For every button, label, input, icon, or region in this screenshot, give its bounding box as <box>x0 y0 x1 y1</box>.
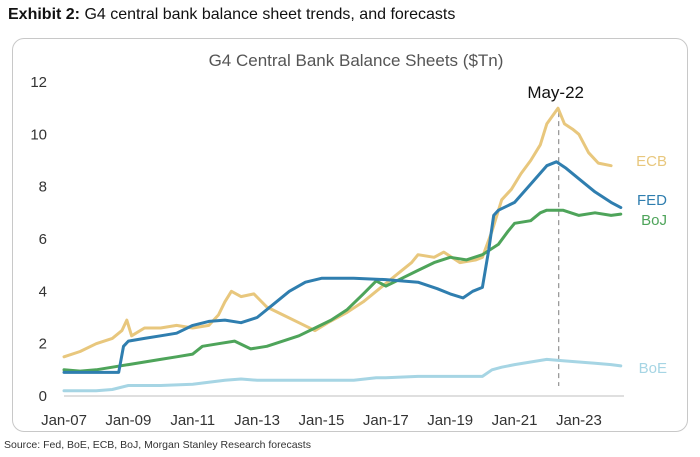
x-tick-label: Jan-13 <box>234 412 280 429</box>
legend-label-fed: FED <box>637 192 667 209</box>
legend-label-boe: BoE <box>639 360 667 377</box>
y-tick-label: 2 <box>39 336 47 353</box>
x-tick-label: Jan-21 <box>492 412 538 429</box>
x-tick-label: Jan-23 <box>556 412 602 429</box>
x-tick-label: Jan-07 <box>41 412 87 429</box>
source-note: Source: Fed, BoE, ECB, BoJ, Morgan Stanl… <box>4 439 311 451</box>
y-tick-label: 0 <box>39 388 47 405</box>
series-line-boj <box>62 208 623 373</box>
chart-frame <box>12 38 688 432</box>
x-tick-label: Jan-11 <box>170 412 215 429</box>
chart-title: G4 Central Bank Balance Sheets ($Tn) <box>209 51 504 70</box>
y-tick-label: 12 <box>30 74 47 91</box>
x-tick-label: Jan-19 <box>427 412 473 429</box>
y-tick-label: 4 <box>39 283 47 300</box>
annotation-label: May-22 <box>527 83 584 102</box>
exhibit-label: Exhibit 2: <box>8 6 81 23</box>
x-tick-label: Jan-15 <box>299 412 345 429</box>
y-tick-label: 10 <box>30 126 47 143</box>
legend-label-boj: BoJ <box>641 212 667 229</box>
exhibit-title: G4 central bank balance sheet trends, an… <box>84 6 456 23</box>
series-line-fed <box>62 160 623 374</box>
exhibit-heading: Exhibit 2: G4 central bank balance sheet… <box>8 6 455 24</box>
x-tick-label: Jan-17 <box>363 412 409 429</box>
y-tick-label: 8 <box>39 179 47 196</box>
y-tick-label: 6 <box>39 231 47 248</box>
x-tick-label: Jan-09 <box>105 412 151 429</box>
legend-label-ecb: ECB <box>636 153 667 170</box>
series-line-ecb <box>62 106 613 359</box>
series-line-boe <box>62 357 623 393</box>
